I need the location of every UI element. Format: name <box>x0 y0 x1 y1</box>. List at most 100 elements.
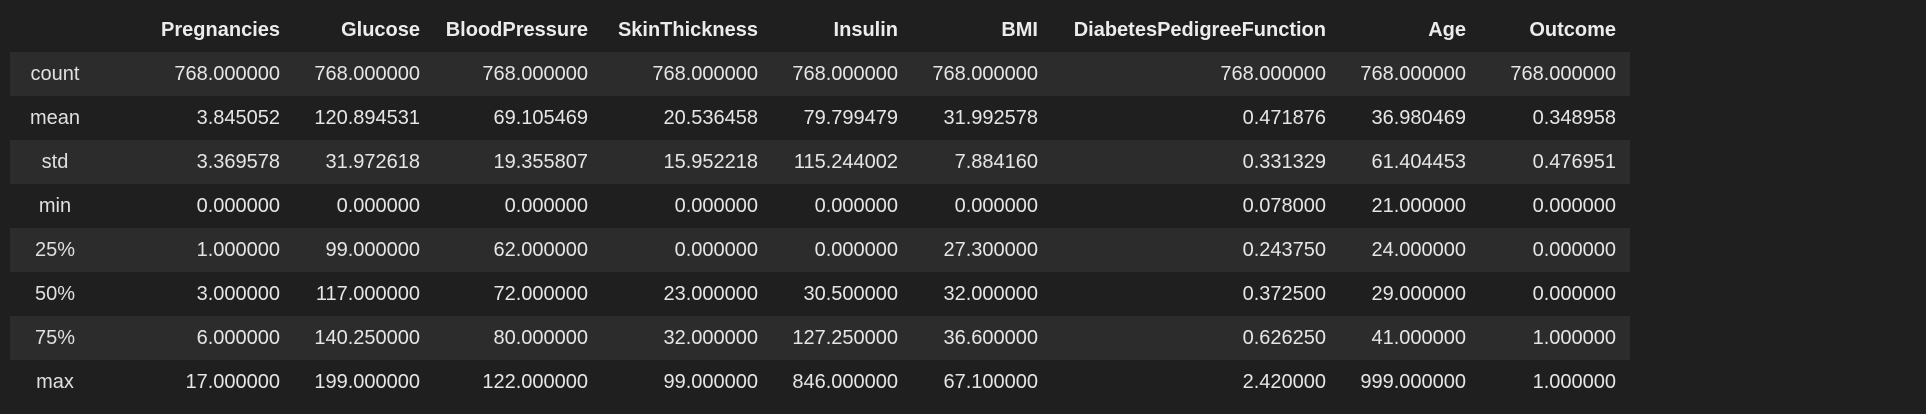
table-cell: 6.000000 <box>196 326 280 349</box>
table-cell: 79.799479 <box>803 106 898 129</box>
table-cell: 72.000000 <box>493 282 588 305</box>
table-cell: 36.600000 <box>943 326 1038 349</box>
row-index-label: 50% <box>34 282 76 305</box>
table-cell: 0.000000 <box>504 194 588 217</box>
table-cell: 0.372500 <box>1242 282 1326 305</box>
table-cell: 0.000000 <box>814 194 898 217</box>
table-cell: 0.476951 <box>1532 150 1616 173</box>
table-cell: 0.000000 <box>1532 238 1616 261</box>
column-header-age: Age <box>1428 18 1466 41</box>
column-header-bmi: BMI <box>1001 18 1038 41</box>
table-cell: 117.000000 <box>315 282 420 305</box>
row-index-label: std <box>41 150 69 173</box>
row-index-label: 75% <box>34 326 76 349</box>
table-cell: 0.078000 <box>1242 194 1326 217</box>
table-row: mean 3.845052 120.894531 69.105469 20.536458… <box>10 96 1630 140</box>
table-cell: 31.972618 <box>325 150 420 173</box>
table-cell: 23.000000 <box>663 282 758 305</box>
column-header-skin-thickness: SkinThickness <box>617 18 758 41</box>
table-cell: 17.000000 <box>185 370 280 393</box>
table-row: count 768.000000 768.000000 768.000000 768.0… <box>10 52 1630 96</box>
table-cell: 846.000000 <box>792 370 898 393</box>
row-index-label: mean <box>29 106 81 129</box>
table-row: max 17.000000 199.000000 122.000000 99.00000… <box>10 360 1630 404</box>
table-cell: 0.000000 <box>336 194 420 217</box>
table-cell: 36.980469 <box>1371 106 1466 129</box>
table-cell: 3.000000 <box>196 282 280 305</box>
table-cell: 0.331329 <box>1242 150 1326 173</box>
table-cell: 19.355807 <box>493 150 588 173</box>
table-row: std 3.369578 31.972618 19.355807 15.952218 11… <box>10 140 1630 184</box>
table-cell: 115.244002 <box>793 150 898 173</box>
table-cell: 1.000000 <box>1532 370 1616 393</box>
table-cell: 0.000000 <box>674 194 758 217</box>
table-cell: 120.894531 <box>314 106 420 129</box>
table-cell: 15.952218 <box>663 150 758 173</box>
table-cell: 0.000000 <box>674 238 758 261</box>
table-row: 25% 1.000000 99.000000 62.000000 0.000000 0.0… <box>10 228 1630 272</box>
table-cell: 0.000000 <box>954 194 1038 217</box>
table-cell: 768.000000 <box>932 62 1038 85</box>
table-cell: 30.500000 <box>803 282 898 305</box>
column-header-outcome: Outcome <box>1529 18 1616 41</box>
index-header-cell <box>10 8 100 52</box>
table-cell: 99.000000 <box>663 370 758 393</box>
table-cell: 32.000000 <box>943 282 1038 305</box>
table-cell: 768.000000 <box>314 62 420 85</box>
table-cell: 768.000000 <box>792 62 898 85</box>
table-cell: 1.000000 <box>1532 326 1616 349</box>
table-cell: 29.000000 <box>1371 282 1466 305</box>
table-row: 75% 6.000000 140.250000 80.000000 32.000000 1… <box>10 316 1630 360</box>
column-header-insulin: Insulin <box>833 18 898 41</box>
table-cell: 61.404453 <box>1371 150 1466 173</box>
table-cell: 69.105469 <box>493 106 588 129</box>
table-cell: 0.471876 <box>1242 106 1326 129</box>
table-cell: 0.000000 <box>1532 194 1616 217</box>
describe-dataframe-table: Pregnancies Glucose BloodPressure SkinTh… <box>10 8 1630 404</box>
table-cell: 768.000000 <box>1360 62 1466 85</box>
table-cell: 2.420000 <box>1242 370 1326 393</box>
table-cell: 768.000000 <box>1510 62 1616 85</box>
table-cell: 27.300000 <box>943 238 1038 261</box>
table-row: min 0.000000 0.000000 0.000000 0.000000 0.000… <box>10 184 1630 228</box>
table-cell: 122.000000 <box>482 370 588 393</box>
table-cell: 768.000000 <box>482 62 588 85</box>
column-header-blood-pressure: BloodPressure <box>445 18 588 41</box>
row-index-label: min <box>38 194 72 217</box>
table-cell: 20.536458 <box>663 106 758 129</box>
table-cell: 21.000000 <box>1371 194 1466 217</box>
table-cell: 768.000000 <box>1220 62 1326 85</box>
table-cell: 999.000000 <box>1360 370 1466 393</box>
table-cell: 3.369578 <box>196 150 280 173</box>
table-cell: 0.000000 <box>814 238 898 261</box>
table-cell: 3.845052 <box>196 106 280 129</box>
table-header-row: Pregnancies Glucose BloodPressure SkinTh… <box>10 8 1630 52</box>
table-cell: 24.000000 <box>1371 238 1466 261</box>
table-cell: 140.250000 <box>314 326 420 349</box>
row-index-label: count <box>30 62 80 85</box>
table-cell: 99.000000 <box>325 238 420 261</box>
table-cell: 0.626250 <box>1242 326 1326 349</box>
table-cell: 41.000000 <box>1371 326 1466 349</box>
table-cell: 67.100000 <box>943 370 1038 393</box>
column-header-glucose: Glucose <box>341 18 420 41</box>
table-cell: 0.348958 <box>1532 106 1616 129</box>
table-cell: 199.000000 <box>314 370 420 393</box>
column-header-pregnancies: Pregnancies <box>161 18 280 41</box>
table-cell: 0.000000 <box>1532 282 1616 305</box>
table-cell: 0.000000 <box>196 194 280 217</box>
row-index-label: max <box>36 370 74 393</box>
column-header-diabetes-pedigree-function: DiabetesPedigreeFunction <box>1073 18 1326 41</box>
table-cell: 0.243750 <box>1242 238 1326 261</box>
row-index-label: 25% <box>34 238 76 261</box>
table-cell: 1.000000 <box>196 238 280 261</box>
table-cell: 62.000000 <box>493 238 588 261</box>
table-cell: 768.000000 <box>652 62 758 85</box>
table-cell: 768.000000 <box>174 62 280 85</box>
table-cell: 127.250000 <box>792 326 898 349</box>
table-row: 50% 3.000000 117.000000 72.000000 23.000000 3… <box>10 272 1630 316</box>
table-cell: 80.000000 <box>493 326 588 349</box>
table-cell: 31.992578 <box>943 106 1038 129</box>
table-cell: 7.884160 <box>954 150 1038 173</box>
